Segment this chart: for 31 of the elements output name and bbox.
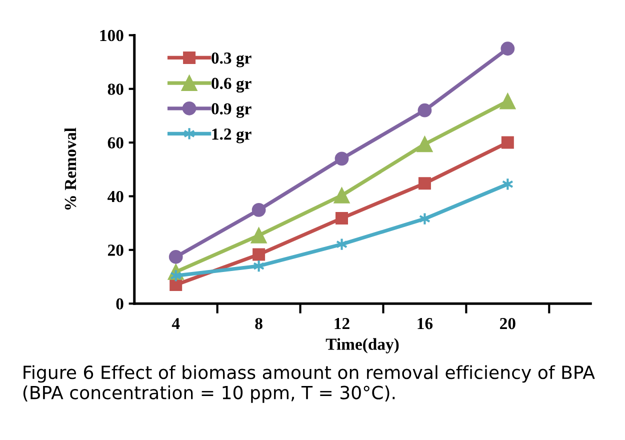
y-tick-label: 100	[100, 30, 124, 42]
x-tick-label: 20	[500, 318, 516, 330]
x-tick-label: 8	[255, 318, 262, 330]
point	[336, 212, 348, 224]
x-axis-title: Time(day)	[326, 338, 399, 354]
point	[334, 152, 349, 166]
legend-label: 0.3 gr	[212, 52, 252, 68]
point	[500, 93, 516, 110]
caption: Figure 6 Effect of biomass amount on removal efficiency of BPA (BPA concentration = 10 ppm, T = 30°C).	[23, 365, 595, 403]
point	[168, 250, 183, 264]
y-tick-label: 0	[116, 298, 124, 310]
y-tick-label: 80	[108, 84, 124, 95]
point	[334, 187, 350, 204]
point	[418, 177, 431, 190]
y-tick-label: 20	[108, 244, 124, 256]
point	[252, 248, 266, 261]
point	[500, 42, 515, 56]
y-axis-title: % Removal	[64, 128, 76, 210]
point	[252, 202, 266, 217]
legend-label: 1.2 gr	[212, 128, 252, 144]
legend-label: 0.6 gr	[212, 78, 252, 93]
point	[418, 103, 432, 118]
point	[250, 227, 267, 244]
legend-label: 0.9 gr	[212, 103, 252, 118]
y-tick-label: 60	[108, 137, 124, 149]
x-tick-label: 4	[172, 318, 180, 330]
x-tick-label: 12	[334, 318, 350, 330]
y-tick-label: 40	[108, 190, 124, 202]
point	[501, 136, 514, 149]
x-tick-label: 16	[418, 318, 433, 330]
point	[416, 136, 433, 152]
